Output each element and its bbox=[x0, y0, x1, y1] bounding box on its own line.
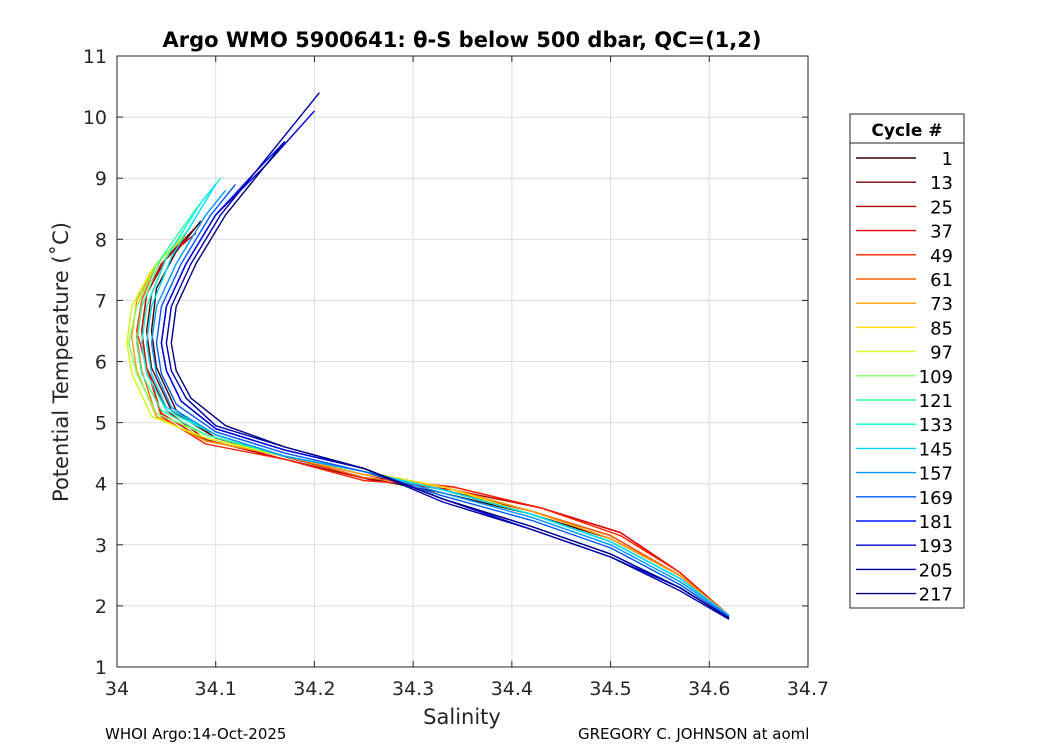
y-tick-label: 6 bbox=[95, 352, 107, 374]
legend: Cycle # 1 13 25 37 49 61 73 85 97 109 121 133 145 157… bbox=[849, 113, 965, 609]
x-tick-label: 34.7 bbox=[787, 678, 829, 700]
legend-label-205: 205 bbox=[919, 560, 953, 581]
footer-right: GREGORY C. JOHNSON at aoml bbox=[578, 725, 810, 743]
series-line-cycle-73 bbox=[131, 235, 730, 617]
y-axis-ticks: 1 2 3 4 5 6 7 8 9 10 11 bbox=[83, 46, 808, 679]
x-tick-label: 34.4 bbox=[491, 678, 533, 700]
legend-label-1: 1 bbox=[942, 149, 953, 170]
x-tick-label: 34.3 bbox=[392, 678, 434, 700]
legend-label-85: 85 bbox=[930, 318, 953, 339]
legend-label-73: 73 bbox=[930, 294, 953, 315]
x-axis-label: Salinity bbox=[423, 705, 501, 729]
x-tick-label: 34 bbox=[105, 678, 129, 700]
x-tick-label: 34.2 bbox=[293, 678, 335, 700]
legend-label-61: 61 bbox=[930, 270, 953, 291]
legend-label-49: 49 bbox=[930, 246, 953, 267]
footer-left: WHOI Argo:14-Oct-2025 bbox=[105, 725, 287, 743]
y-axis-label: Potential Temperature (˚C) bbox=[49, 222, 73, 502]
legend-label-133: 133 bbox=[919, 415, 953, 436]
legend-label-97: 97 bbox=[930, 343, 953, 364]
series-line-cycle-205 bbox=[165, 92, 730, 620]
legend-label-193: 193 bbox=[919, 536, 953, 557]
legend-label-109: 109 bbox=[919, 367, 953, 388]
y-tick-label: 9 bbox=[95, 168, 107, 190]
y-tick-label: 1 bbox=[95, 657, 107, 679]
legend-items: 1 13 25 37 49 61 73 85 97 109 121 133 145 157 169 181 19… bbox=[856, 149, 953, 606]
y-tick-label: 7 bbox=[95, 290, 107, 312]
legend-label-169: 169 bbox=[919, 488, 953, 509]
legend-label-157: 157 bbox=[919, 464, 953, 485]
y-tick-label: 2 bbox=[95, 596, 107, 618]
series-line-cycle-217 bbox=[170, 141, 730, 619]
legend-label-121: 121 bbox=[919, 391, 953, 412]
series-lines bbox=[126, 92, 730, 620]
legend-label-217: 217 bbox=[919, 585, 953, 606]
y-tick-label: 5 bbox=[95, 413, 107, 435]
y-tick-label: 4 bbox=[95, 474, 107, 496]
chart-title: Argo WMO 5900641: θ-S below 500 dbar, QC… bbox=[163, 28, 762, 52]
legend-label-13: 13 bbox=[930, 173, 953, 194]
x-tick-label: 34.5 bbox=[589, 678, 631, 700]
x-tick-label: 34.6 bbox=[688, 678, 730, 700]
y-tick-label: 8 bbox=[95, 229, 107, 251]
legend-label-181: 181 bbox=[919, 512, 953, 533]
y-tick-label: 11 bbox=[83, 46, 107, 68]
legend-label-37: 37 bbox=[930, 222, 953, 243]
x-axis-ticks: 34 34.1 34.2 34.3 34.4 34.5 34.6 34.7 bbox=[105, 56, 829, 700]
legend-label-25: 25 bbox=[930, 197, 953, 218]
y-tick-label: 10 bbox=[83, 107, 107, 129]
legend-box bbox=[849, 113, 965, 609]
legend-title: Cycle # bbox=[871, 121, 942, 141]
legend-label-145: 145 bbox=[919, 439, 953, 460]
x-tick-label: 34.1 bbox=[195, 678, 237, 700]
series-line-cycle-157 bbox=[150, 189, 730, 617]
series-line-cycle-169 bbox=[155, 183, 730, 618]
y-tick-label: 3 bbox=[95, 535, 107, 557]
